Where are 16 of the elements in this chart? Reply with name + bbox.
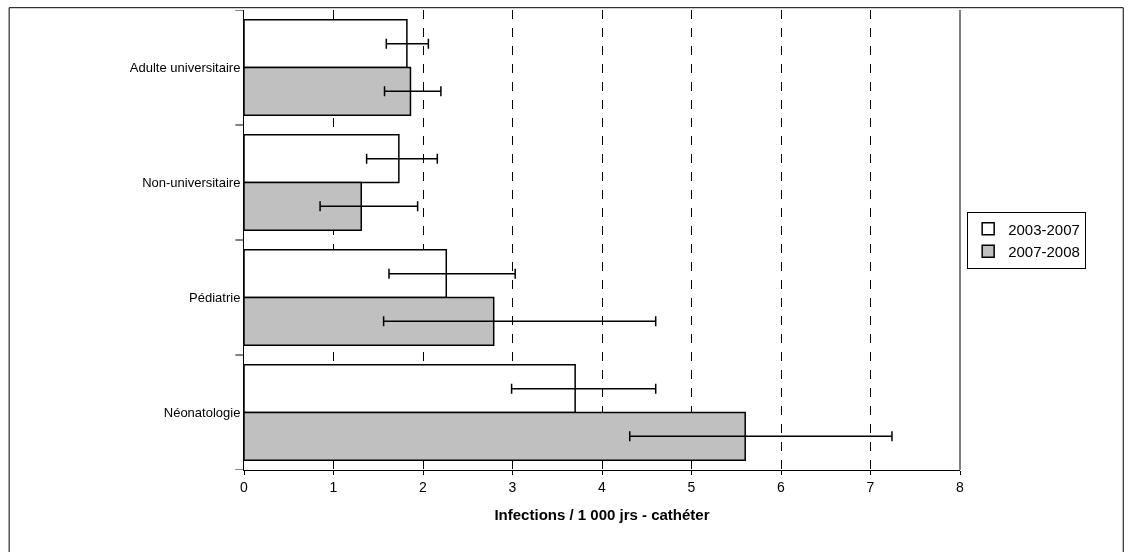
x-tick-label: 5 <box>687 478 696 495</box>
legend-label: 2007-2008 <box>1008 243 1080 261</box>
x-tick-label: 8 <box>956 478 965 495</box>
y-tick-label: Pédiatrie <box>189 290 241 306</box>
x-tick-label: 1 <box>329 478 338 495</box>
x-tick-label: 0 <box>240 478 249 495</box>
legend-label: 2003-2007 <box>1008 220 1080 238</box>
x-tick-label: 7 <box>866 478 875 495</box>
x-tick-label: 2 <box>419 478 428 495</box>
y-tick-label: Néonatologie <box>163 405 241 421</box>
x-axis-title: Infections / 1 000 jrs - cathéter <box>494 505 710 523</box>
x-tick-label: 4 <box>598 478 607 495</box>
x-tick-label: 3 <box>508 478 517 495</box>
x-tick-label: 6 <box>777 478 786 495</box>
y-tick-label: Non-universitaire <box>142 175 241 191</box>
y-tick-label: Adulte universitaire <box>129 60 241 76</box>
